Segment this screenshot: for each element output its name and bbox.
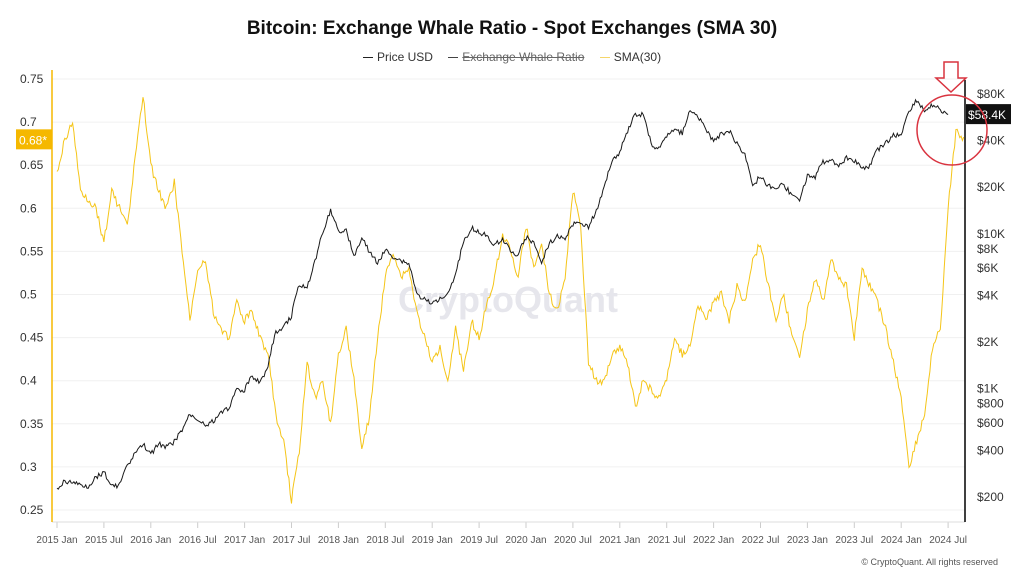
- left-tick-label: 0.65: [20, 158, 44, 172]
- watermark: CryptoQuant: [398, 279, 618, 320]
- x-tick-label: 2023 Jan: [787, 535, 828, 546]
- left-tick-label: 0.55: [20, 244, 44, 258]
- x-tick-label: 2021 Jul: [648, 535, 686, 546]
- right-tick-label: $4K: [977, 288, 998, 302]
- right-tick-label: $1K: [977, 382, 998, 396]
- right-tick-label: $80K: [977, 87, 1005, 101]
- right-tick-label: $400: [977, 443, 1004, 457]
- x-tick-label: 2018 Jul: [366, 535, 404, 546]
- legend-label: Exchange Whale Ratio: [462, 50, 585, 64]
- current-ratio-badge: [16, 129, 52, 150]
- chart-title: Bitcoin: Exchange Whale Ratio - Spot Exc…: [246, 18, 778, 39]
- left-tick-label: 0.25: [20, 503, 44, 517]
- right-tick-label: $6K: [977, 261, 998, 275]
- x-tick-label: 2017 Jan: [224, 535, 265, 546]
- left-tick-label: 0.7: [20, 115, 37, 129]
- right-tick-label: $40K: [977, 134, 1005, 148]
- current-price-label: $58.4K: [968, 108, 1006, 122]
- x-tick-label: 2015 Jul: [85, 535, 123, 546]
- left-tick-label: 0.35: [20, 417, 44, 431]
- left-tick-label: 0.3: [20, 460, 37, 474]
- x-tick-label: 2016 Jul: [179, 535, 217, 546]
- x-tick-label: 2019 Jan: [412, 535, 453, 546]
- x-tick-label: 2024 Jan: [881, 535, 922, 546]
- right-tick-label: $20K: [977, 180, 1005, 194]
- right-tick-label: $10K: [977, 227, 1005, 241]
- legend: Price USD Exchange Whale Ratio SMA(30): [0, 50, 1024, 64]
- right-tick-label: $600: [977, 416, 1004, 430]
- left-tick-label: 0.4: [20, 374, 37, 388]
- left-tick-label: 0.6: [20, 201, 37, 215]
- legend-label: SMA(30): [613, 50, 662, 64]
- x-tick-label: 2022 Jul: [742, 535, 780, 546]
- legend-label: Price USD: [376, 50, 433, 64]
- x-tick-label: 2023 Jul: [835, 535, 873, 546]
- left-tick-label: 0.75: [20, 72, 44, 86]
- right-tick-label: $800: [977, 397, 1004, 411]
- series-line-price-usd: [56, 98, 949, 490]
- x-tick-label: 2017 Jul: [273, 535, 311, 546]
- legend-item-sma[interactable]: SMA(30): [599, 50, 662, 64]
- x-tick-label: 2018 Jan: [318, 535, 359, 546]
- annotation-red-circle: [916, 94, 988, 166]
- annotation-red-arrow-down-icon: [934, 61, 968, 94]
- x-tick-label: 2020 Jul: [554, 535, 592, 546]
- left-tick-label: 0.45: [20, 331, 44, 345]
- legend-item-whale-ratio[interactable]: Exchange Whale Ratio: [448, 50, 584, 64]
- x-tick-label: 2020 Jan: [505, 535, 546, 546]
- copyright: © CryptoQuant. All rights reserved: [861, 557, 998, 567]
- current-ratio-label: 0.68*: [19, 133, 47, 147]
- x-tick-label: 2021 Jan: [599, 535, 640, 546]
- current-price-badge: [966, 104, 1011, 125]
- x-tick-label: 2022 Jan: [693, 535, 734, 546]
- left-tick-label: 0.5: [20, 288, 37, 302]
- right-tick-label: $2K: [977, 335, 998, 349]
- legend-item-price[interactable]: Price USD: [362, 50, 433, 64]
- x-tick-label: 2024 Jul: [929, 535, 967, 546]
- x-tick-label: 2015 Jan: [36, 535, 77, 546]
- right-tick-label: $200: [977, 490, 1004, 504]
- right-tick-label: $8K: [977, 242, 998, 256]
- x-tick-label: 2016 Jan: [130, 535, 171, 546]
- x-tick-label: 2019 Jul: [460, 535, 498, 546]
